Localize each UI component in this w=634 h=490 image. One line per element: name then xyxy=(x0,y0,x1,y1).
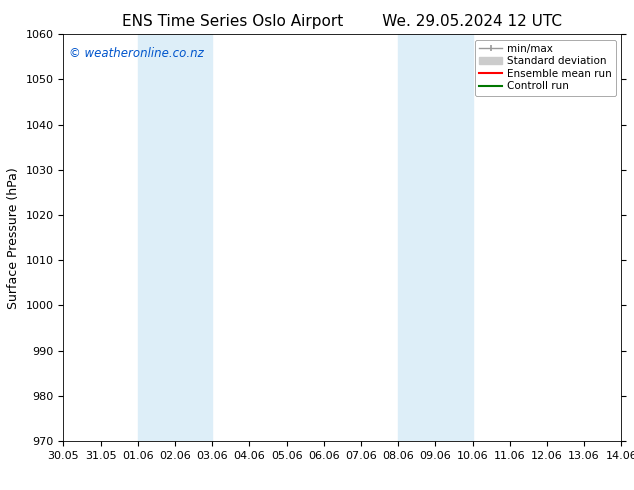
Text: © weatheronline.co.nz: © weatheronline.co.nz xyxy=(69,47,204,59)
Legend: min/max, Standard deviation, Ensemble mean run, Controll run: min/max, Standard deviation, Ensemble me… xyxy=(475,40,616,96)
Bar xyxy=(138,34,212,441)
Y-axis label: Surface Pressure (hPa): Surface Pressure (hPa) xyxy=(7,167,20,309)
Title: ENS Time Series Oslo Airport        We. 29.05.2024 12 UTC: ENS Time Series Oslo Airport We. 29.05.2… xyxy=(122,14,562,29)
Bar xyxy=(398,34,472,441)
